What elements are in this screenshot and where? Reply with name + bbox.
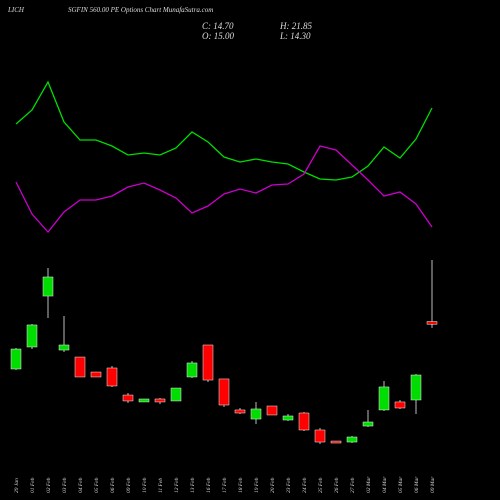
x-tick-label: 09 Mar	[430, 476, 436, 493]
stat-open: O: 15.00	[202, 31, 234, 41]
x-tick-label: 24 Feb	[301, 477, 308, 493]
chart-subtitle: SGFIN 560.00 PE Options Chart MunafaSutr…	[68, 6, 213, 14]
candle-body	[202, 344, 214, 381]
candle-body	[378, 386, 390, 411]
candle-body	[122, 394, 134, 402]
candle-body	[42, 276, 54, 297]
indicator-line	[15, 80, 433, 181]
candle-body	[346, 436, 358, 443]
x-tick-label: 10 Feb	[142, 477, 148, 493]
candle-body	[58, 344, 70, 351]
x-tick-label: 04 Feb	[77, 477, 84, 493]
x-tick-label: 01 Feb	[30, 477, 36, 493]
candle-body	[218, 378, 230, 406]
candle-body	[330, 440, 342, 444]
x-tick-label: 13 Feb	[190, 477, 196, 493]
x-tick-label: 18 Feb	[238, 477, 244, 493]
x-tick-label: 02 Feb	[46, 477, 52, 493]
x-tick-label: 06 Feb	[110, 477, 116, 493]
candle-body	[314, 429, 326, 443]
x-tick-label: 23 Feb	[286, 477, 292, 493]
x-tick-label: 29 Jan	[14, 478, 20, 493]
x-tick-label: 17 Feb	[222, 477, 228, 493]
candle-body	[410, 374, 422, 401]
x-tick-label: 04 Mar	[381, 476, 388, 493]
stat-low: L: 14.30	[279, 31, 311, 41]
candle-body	[234, 409, 246, 414]
candle-body	[362, 421, 374, 427]
candle-body	[394, 401, 406, 409]
x-tick-label: 11 Feb	[158, 478, 164, 493]
x-tick-label: 27 Feb	[350, 477, 356, 493]
candle-body	[266, 405, 278, 416]
candle-body	[282, 415, 294, 421]
candle-body	[170, 387, 182, 402]
candle-body	[90, 371, 102, 378]
x-tick-label: 26 Feb	[334, 477, 340, 493]
stat-high: H: 21.85	[279, 21, 312, 31]
x-tick-label: 19 Feb	[254, 477, 260, 493]
candle-body	[74, 356, 86, 378]
x-tick-label: 02 Mar	[366, 476, 372, 493]
candle-body	[106, 367, 118, 387]
candle-body	[250, 408, 262, 420]
x-tick-label: 16 Feb	[206, 477, 212, 493]
x-tick-label: 03 Feb	[62, 477, 68, 493]
indicator-line	[15, 145, 433, 234]
candle-body	[186, 362, 198, 378]
x-tick-label: 25 Feb	[318, 477, 324, 493]
x-tick-label: 05 Mar	[398, 476, 404, 493]
x-tick-label: 05 Feb	[94, 477, 100, 493]
candle-body	[138, 398, 150, 403]
x-tick-label: 06 Mar	[414, 476, 420, 493]
candle-body	[10, 348, 22, 370]
chart-title: LICH	[7, 6, 25, 14]
x-tick-label: 09 Feb	[126, 477, 132, 493]
candle-body	[426, 321, 438, 325]
candle-body	[298, 412, 310, 431]
stat-close: C: 14.70	[202, 21, 234, 31]
x-tick-label: 12 Feb	[174, 477, 180, 493]
x-tick-label: 20 Feb	[270, 477, 276, 493]
candle-body	[154, 398, 166, 403]
candle-body	[26, 324, 38, 348]
